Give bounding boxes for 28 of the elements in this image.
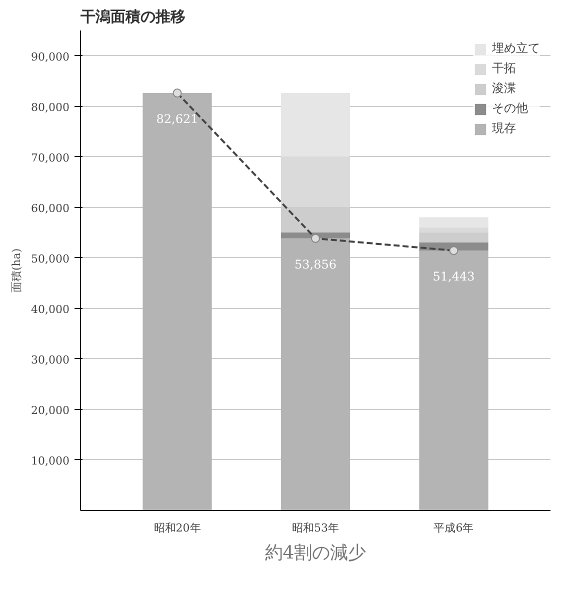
legend-label: 埋め立て [492, 40, 540, 57]
y-tick-label: 90,000 [31, 50, 70, 64]
y-tick-label: 20,000 [31, 404, 70, 417]
y-tick-label: 70,000 [31, 151, 70, 164]
data-label: 82,621 [156, 112, 198, 126]
y-tick-label: 50,000 [31, 252, 70, 266]
bar [419, 250, 488, 510]
x-tick-label: 昭和53年 [292, 522, 339, 534]
y-axis-title: 面積(ha) [10, 248, 24, 293]
legend-label: その他 [492, 100, 528, 117]
bar [419, 232, 488, 242]
legend-label: 浚渫 [492, 80, 516, 97]
y-tick-label: 80,000 [31, 100, 70, 114]
text: 約4割の減少 [264, 542, 366, 564]
bar [280, 207, 350, 232]
y-tick-label: 40,000 [31, 302, 70, 316]
x-tick-label: 平成6年 [434, 522, 474, 534]
legend-label: 現存 [492, 120, 516, 137]
y-tick-label: 10,000 [31, 454, 70, 468]
x-tick-label: 昭和20年 [154, 522, 201, 534]
data-label: 53,856 [294, 257, 337, 272]
y-tick-label: 30,000 [31, 353, 70, 366]
bar [280, 238, 350, 510]
data-label: 51,443 [432, 270, 475, 284]
y-tick-label: 60,000 [31, 202, 70, 215]
legend-label: 干拓 [492, 60, 516, 77]
bar [142, 93, 212, 510]
chart-title: 干潟面積の推移 [80, 8, 186, 26]
